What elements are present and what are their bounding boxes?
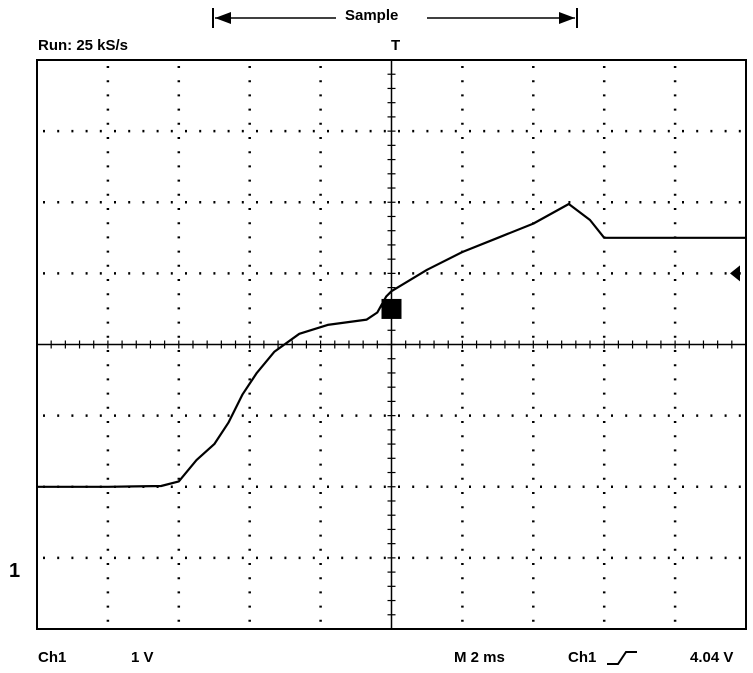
trigger-position-label: T xyxy=(391,37,401,54)
trace-layer xyxy=(37,202,746,488)
rising-edge-icon xyxy=(607,651,637,665)
footer-channel: Ch1 xyxy=(38,649,67,666)
trigger-point-marker xyxy=(381,298,402,319)
footer-trigger-source: Ch1 xyxy=(568,649,597,666)
run-status-label: Run: 25 kS/s xyxy=(38,37,129,54)
graticule xyxy=(36,59,747,630)
footer-trigger-level: 4.04 V xyxy=(690,649,734,666)
acq-arrow-right xyxy=(559,12,575,24)
ch1-trace xyxy=(37,202,746,488)
footer-volts-per-div: 1 V xyxy=(131,649,154,666)
footer-timebase: M 2 ms xyxy=(454,649,505,666)
trigger-level-arrow xyxy=(730,265,740,282)
acquisition-mode-label: Sample xyxy=(345,7,399,24)
acq-arrow-left xyxy=(215,12,231,24)
markers xyxy=(212,8,740,319)
channel-ground-marker: 1 xyxy=(9,560,21,582)
